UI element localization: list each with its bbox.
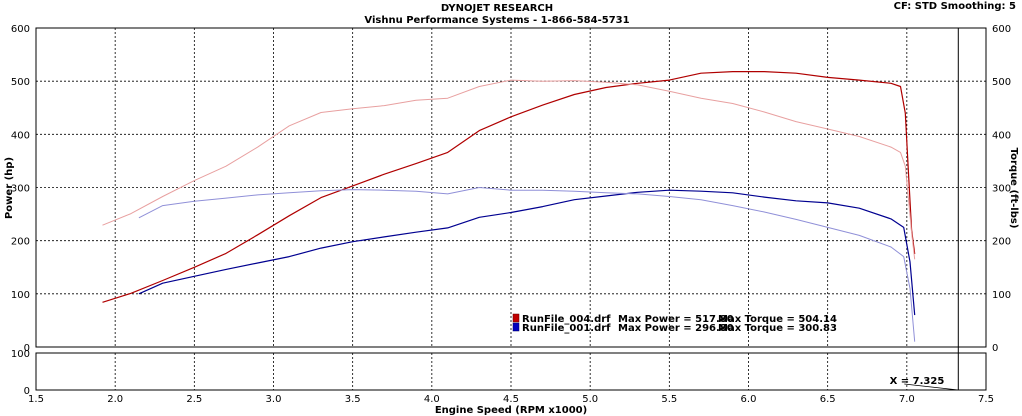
x-axis-label: Engine Speed (RPM x1000) (435, 405, 587, 416)
settings-label: CF: STD Smoothing: 5 (894, 1, 1016, 12)
x-tick-label: 7.5 (978, 394, 994, 405)
y-tick-label-left: 600 (11, 24, 30, 35)
chart-subtitle: Vishnu Performance Systems - 1-866-584-5… (364, 15, 629, 26)
legend: RunFile_004.drf Max Power = 517.80 Max T… (512, 313, 837, 334)
series-line-1 (102, 79, 916, 260)
left-axis-ticks: 0 100 200 300 400 500 600 (11, 24, 30, 354)
y-tick-label-left: 500 (11, 77, 30, 88)
legend-power-runfile-001: Max Power = 296.80 (618, 323, 734, 334)
cursor-label: X = 7.325 (890, 376, 945, 387)
legend-file-runfile-004: RunFile_004.drf (522, 314, 611, 325)
legend-swatch-runfile-001 (512, 322, 520, 332)
y-tick-label-right: 400 (992, 130, 1011, 141)
series-line-3 (138, 187, 916, 342)
y-tick-label-right: 0 (992, 343, 998, 354)
x-tick-label: 6.5 (820, 394, 836, 405)
x-axis-ticks: 1.5 2.0 2.5 3.0 3.5 4.0 4.5 5.0 5.5 6.0 6.5 7.0 7.5 (28, 394, 994, 405)
main-series-group (102, 70, 916, 342)
lower-plot-area (35, 352, 987, 391)
legend-swatch-runfile-004 (512, 313, 520, 323)
y-tick-label-left: 300 (11, 184, 30, 195)
legend-torque-runfile-001: Max Torque = 300.83 (718, 323, 837, 334)
x-tick-label: 4.5 (503, 394, 519, 405)
x-tick-label: 4.0 (424, 394, 440, 405)
x-tick-label: 2.0 (107, 394, 123, 405)
y-tick-label-right: 500 (992, 77, 1011, 88)
y-tick-label-right: 200 (992, 237, 1011, 248)
y-tick-label-left: 200 (11, 237, 30, 248)
y-axis-label-right: Torque (ft-lbs) (1008, 148, 1019, 229)
y-tick-label-left: 400 (11, 130, 30, 141)
main-plot-area (35, 27, 987, 348)
lower-y-tick-label: 100 (11, 349, 30, 360)
x-tick-label: 3.0 (266, 394, 282, 405)
right-axis-ticks: 0 100 200 300 400 500 600 (992, 24, 1011, 354)
x-tick-label: 6.0 (741, 394, 757, 405)
x-tick-label: 1.5 (28, 394, 44, 405)
chart-title: DYNOJET RESEARCH (441, 3, 553, 14)
y-tick-label-right: 300 (992, 184, 1011, 195)
y-axis-label-left: Power (hp) (4, 157, 15, 219)
lower-y-tick-label: 0 (24, 386, 30, 397)
y-tick-label-right: 100 (992, 290, 1011, 301)
series-line-2 (138, 189, 916, 316)
x-tick-label: 5.5 (661, 394, 677, 405)
y-tick-label-left: 100 (11, 290, 30, 301)
cursor-leader (904, 383, 959, 391)
x-tick-label: 2.5 (186, 394, 202, 405)
x-tick-label: 5.0 (582, 394, 598, 405)
legend-power-runfile-004: Max Power = 517.80 (618, 314, 734, 325)
y-tick-label-right: 600 (992, 24, 1011, 35)
y-tick-label-left: 0 (24, 343, 30, 354)
lower-axis-ticks: 0 100 (11, 349, 30, 397)
x-tick-label: 7.0 (899, 394, 915, 405)
legend-file-runfile-001: RunFile_001.drf (522, 323, 611, 334)
x-tick-label: 3.5 (345, 394, 361, 405)
series-line-0 (102, 70, 916, 303)
legend-torque-runfile-004: Max Torque = 504.14 (718, 314, 837, 325)
